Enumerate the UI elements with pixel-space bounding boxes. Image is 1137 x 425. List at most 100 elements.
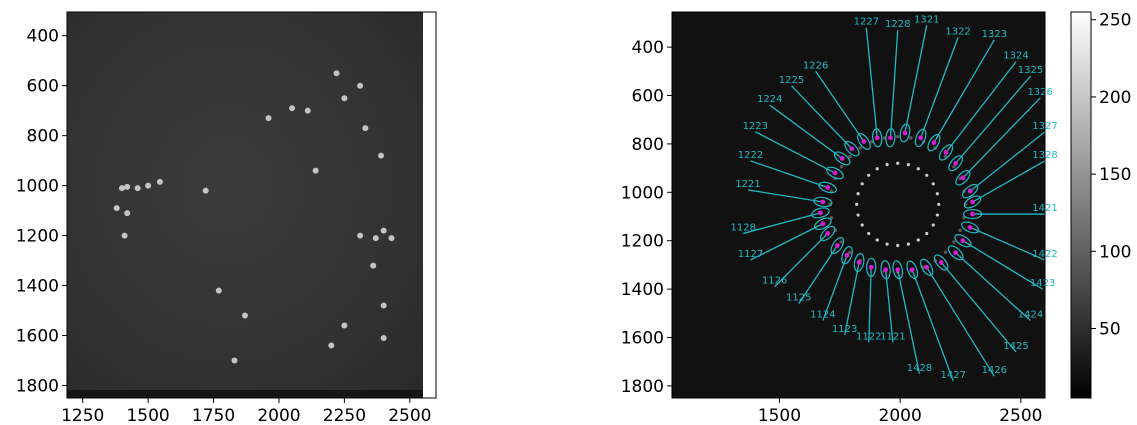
colorbar-tick-label: 100 xyxy=(1099,242,1131,262)
ring-spot xyxy=(839,164,844,169)
spot-ellipse xyxy=(933,254,949,271)
spot-label: 1425 xyxy=(1003,341,1028,352)
left-y-axis: 400 600 800 1000 1200 1400 1600 1800 xyxy=(16,27,67,397)
colorbar-ticks: 50 100 150 200 250 xyxy=(1091,11,1131,340)
left-image-bottom-band xyxy=(67,390,423,398)
spot-ellipse xyxy=(938,144,954,161)
spot-label: 1427 xyxy=(941,370,966,381)
spot-center-marker xyxy=(931,140,937,146)
ring-spot xyxy=(856,213,860,217)
spot-ellipse xyxy=(841,246,853,265)
ring-spot xyxy=(860,182,864,186)
left-spot xyxy=(370,262,377,269)
spot-center-marker xyxy=(943,149,949,155)
spot-label: 1426 xyxy=(982,365,1007,376)
spot-label: 1428 xyxy=(907,363,932,374)
spot-label: 1227 xyxy=(854,17,879,28)
spot-center-marker xyxy=(902,130,908,136)
spot-ellipse xyxy=(954,234,972,248)
left-y-tick-label: 600 xyxy=(27,77,59,97)
spot-leader-line xyxy=(972,160,1046,203)
spot-label: 1323 xyxy=(982,29,1007,40)
spot-label: 1221 xyxy=(735,179,760,190)
spot-leader-line xyxy=(754,131,836,174)
ring-spot xyxy=(885,163,889,167)
left-spot xyxy=(124,210,131,217)
spot-leader-line xyxy=(955,252,1031,322)
spot-center-marker xyxy=(839,156,845,161)
spot-center-marker xyxy=(909,267,915,273)
spot-leader-line xyxy=(962,97,1041,179)
spot-ellipse xyxy=(920,258,934,276)
right-y-tick-label: 1600 xyxy=(621,328,664,348)
spot-leader-line xyxy=(868,267,872,343)
spot-ellipse xyxy=(899,123,911,143)
ring-spot xyxy=(895,134,900,139)
spot-center-marker xyxy=(938,260,944,265)
left-spot xyxy=(265,115,272,122)
spot-leader-line xyxy=(743,212,821,235)
spot-leader-line xyxy=(822,254,848,321)
left-spot xyxy=(304,107,311,114)
ring-spot xyxy=(935,213,939,217)
left-spot xyxy=(333,70,340,77)
left-y-tick-label: 1800 xyxy=(16,377,59,397)
right-y-tick-label: 400 xyxy=(632,38,664,58)
right-y-tick-label: 1200 xyxy=(621,232,664,252)
spot-label: 1423 xyxy=(1030,278,1055,289)
left-x-tick-label: 1750 xyxy=(192,406,235,425)
ring-spot xyxy=(931,223,935,227)
ring-spot xyxy=(916,238,920,242)
left-spot xyxy=(145,182,152,189)
ring-spot xyxy=(875,238,879,242)
spot-leader-line xyxy=(969,131,1046,192)
ring-spot xyxy=(916,167,920,171)
left-spot xyxy=(341,322,348,329)
ring-spot xyxy=(855,202,859,206)
spot-center-marker xyxy=(849,146,855,152)
spot-label: 1125 xyxy=(786,293,811,304)
spot-leader-line xyxy=(933,39,995,144)
spot-leader-line xyxy=(926,266,995,377)
ring-spot xyxy=(952,240,956,244)
right-y-tick-label: 1800 xyxy=(621,377,664,397)
spot-label: 1228 xyxy=(885,19,910,30)
left-spot xyxy=(121,232,128,239)
spot-ellipse xyxy=(853,253,865,272)
right-y-tick-label: 1400 xyxy=(621,280,664,300)
spot-center-marker xyxy=(970,211,975,217)
ring-spot xyxy=(896,161,900,165)
spot-center-marker xyxy=(967,188,973,194)
spot-ellipse xyxy=(833,151,851,166)
spot-center-marker xyxy=(820,199,826,205)
spot-ellipse xyxy=(963,195,982,209)
left-spot xyxy=(380,302,387,309)
spot-leader-line xyxy=(747,189,823,203)
spot-leader-line xyxy=(962,240,1043,290)
spot-ellipse xyxy=(813,217,832,231)
left-spot xyxy=(388,235,395,242)
spot-center-marker xyxy=(953,160,959,166)
right-plot-frame xyxy=(671,11,1046,399)
left-spot xyxy=(380,335,387,342)
ring-spot xyxy=(909,136,913,140)
spot-label: 1324 xyxy=(1003,51,1028,62)
spot-center-marker xyxy=(970,199,975,205)
spot-ellipse xyxy=(948,155,964,172)
colorbar-tick-label: 250 xyxy=(1099,11,1131,31)
left-image-background xyxy=(67,12,423,398)
spot-leader-line xyxy=(897,269,921,374)
left-spot xyxy=(215,287,222,294)
ring-spot xyxy=(867,231,871,236)
left-spot xyxy=(241,312,248,319)
spot-leader-line xyxy=(940,262,1017,353)
spot-ellipse xyxy=(820,225,836,242)
spot-label: 1122 xyxy=(856,331,881,342)
spot-center-marker xyxy=(895,267,901,273)
spot-ellipse xyxy=(813,196,833,208)
spot-leader-line xyxy=(750,160,828,189)
spot-center-marker xyxy=(960,175,966,181)
spot-leader-line xyxy=(920,37,959,139)
colorbar-tick-label: 200 xyxy=(1099,88,1131,108)
